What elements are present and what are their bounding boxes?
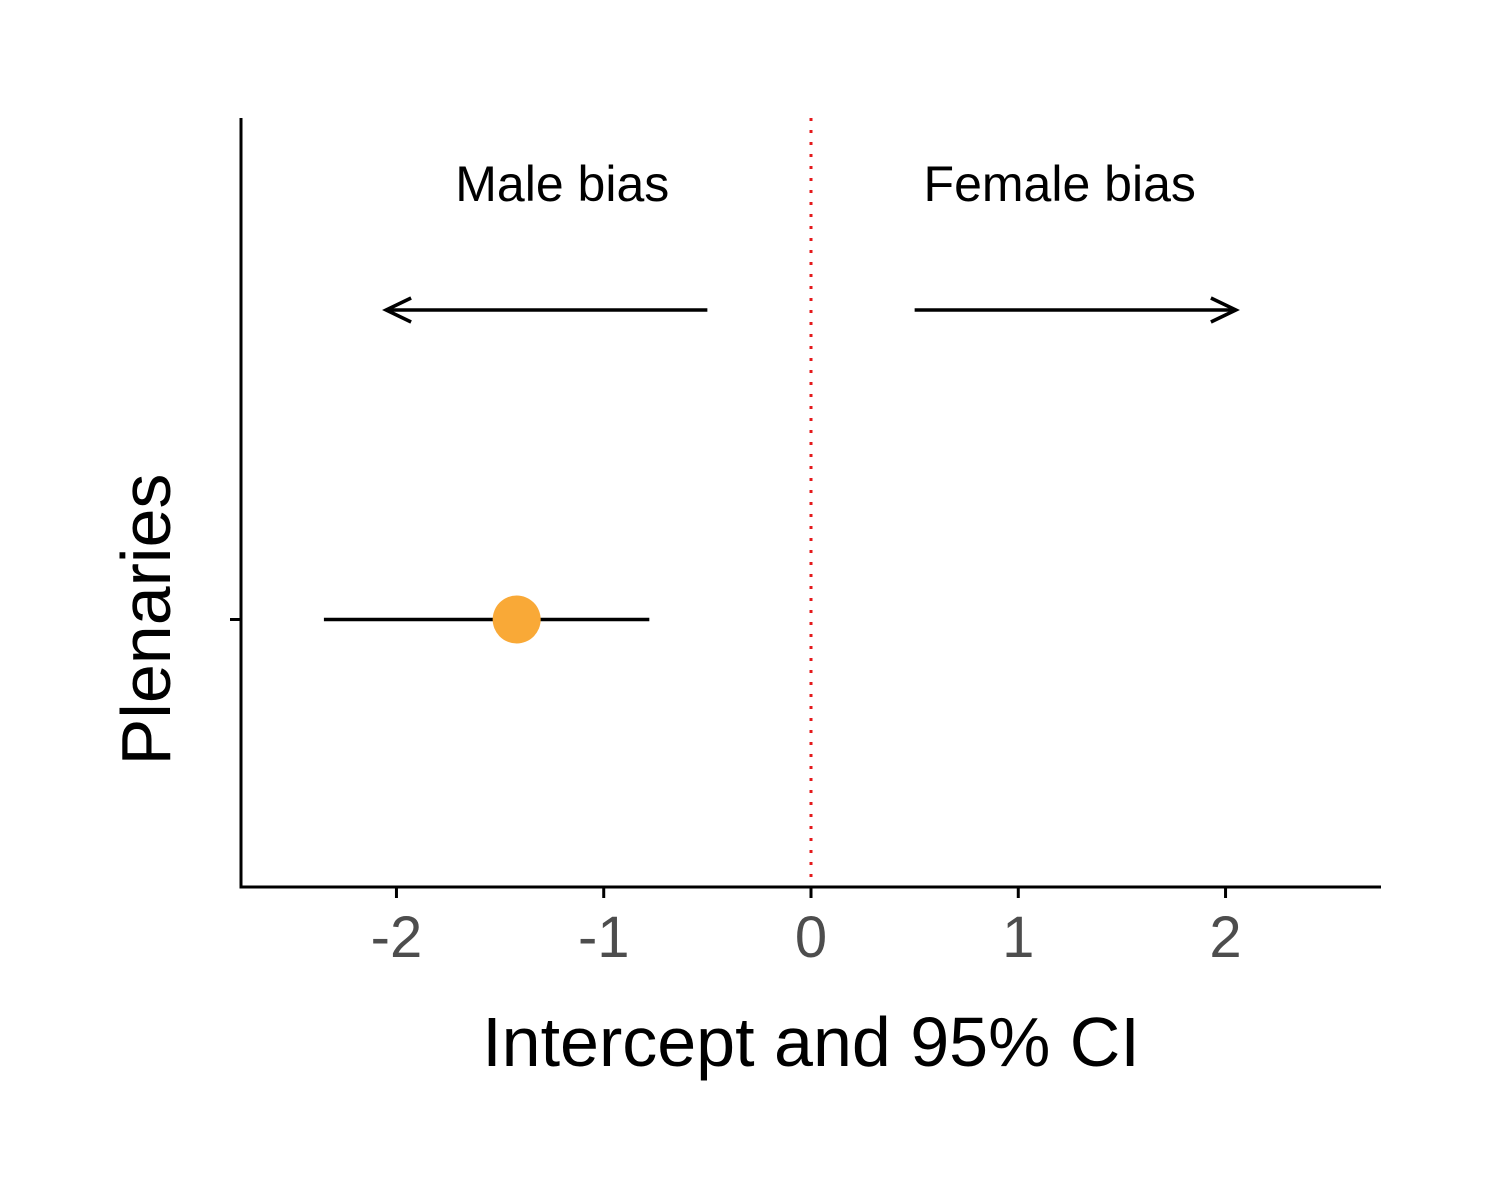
estimate-point [492,595,541,644]
x-tick-label: -2 [371,905,423,970]
male-bias-label: Male bias [455,156,669,212]
axes-group [230,118,1381,889]
x-tick-label: 0 [795,905,827,970]
data-marks-group [323,595,650,644]
y-category-label: Plenaries [107,474,185,766]
x-tick-label: 2 [1209,905,1241,970]
female-bias-arrow-head [1210,296,1240,324]
x-axis-title: Intercept and 95% CI [482,1003,1140,1081]
x-tick-label: -1 [578,905,630,970]
male-bias-arrow-head [382,296,412,324]
x-tick-label: 1 [1002,905,1034,970]
annotations-group: Male bias Female bias [382,156,1240,324]
x-ticks-group: -2 -1 0 1 2 [371,887,1242,970]
female-bias-label: Female bias [924,156,1196,212]
